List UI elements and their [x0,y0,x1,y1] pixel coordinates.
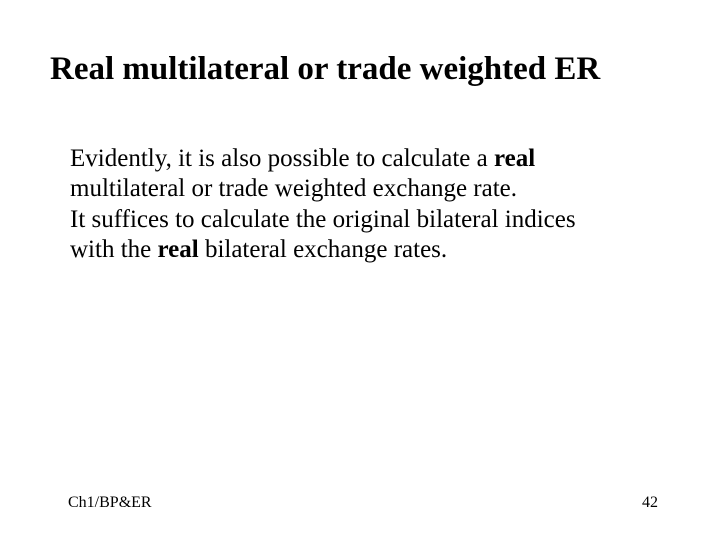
body-line4-a: with the [70,236,158,263]
body-line4-c: bilateral exchange rates. [199,236,447,263]
body-line1-a: Evidently, it is also possible to calcul… [70,145,494,172]
footer-left: Ch1/BP&ER [68,494,152,512]
body-line1-b-bold: real [494,145,535,172]
slide-container: Real multilateral or trade weighted ER E… [0,0,720,540]
slide-body: Evidently, it is also possible to calcul… [48,144,672,266]
body-line2: multilateral or trade weighted exchange … [70,175,517,202]
body-line3: It suffices to calculate the original bi… [70,206,576,233]
slide-title: Real multilateral or trade weighted ER [48,50,672,90]
body-line4-b-bold: real [158,236,199,263]
slide-footer: Ch1/BP&ER 42 [0,494,720,512]
footer-right: 42 [642,494,658,512]
